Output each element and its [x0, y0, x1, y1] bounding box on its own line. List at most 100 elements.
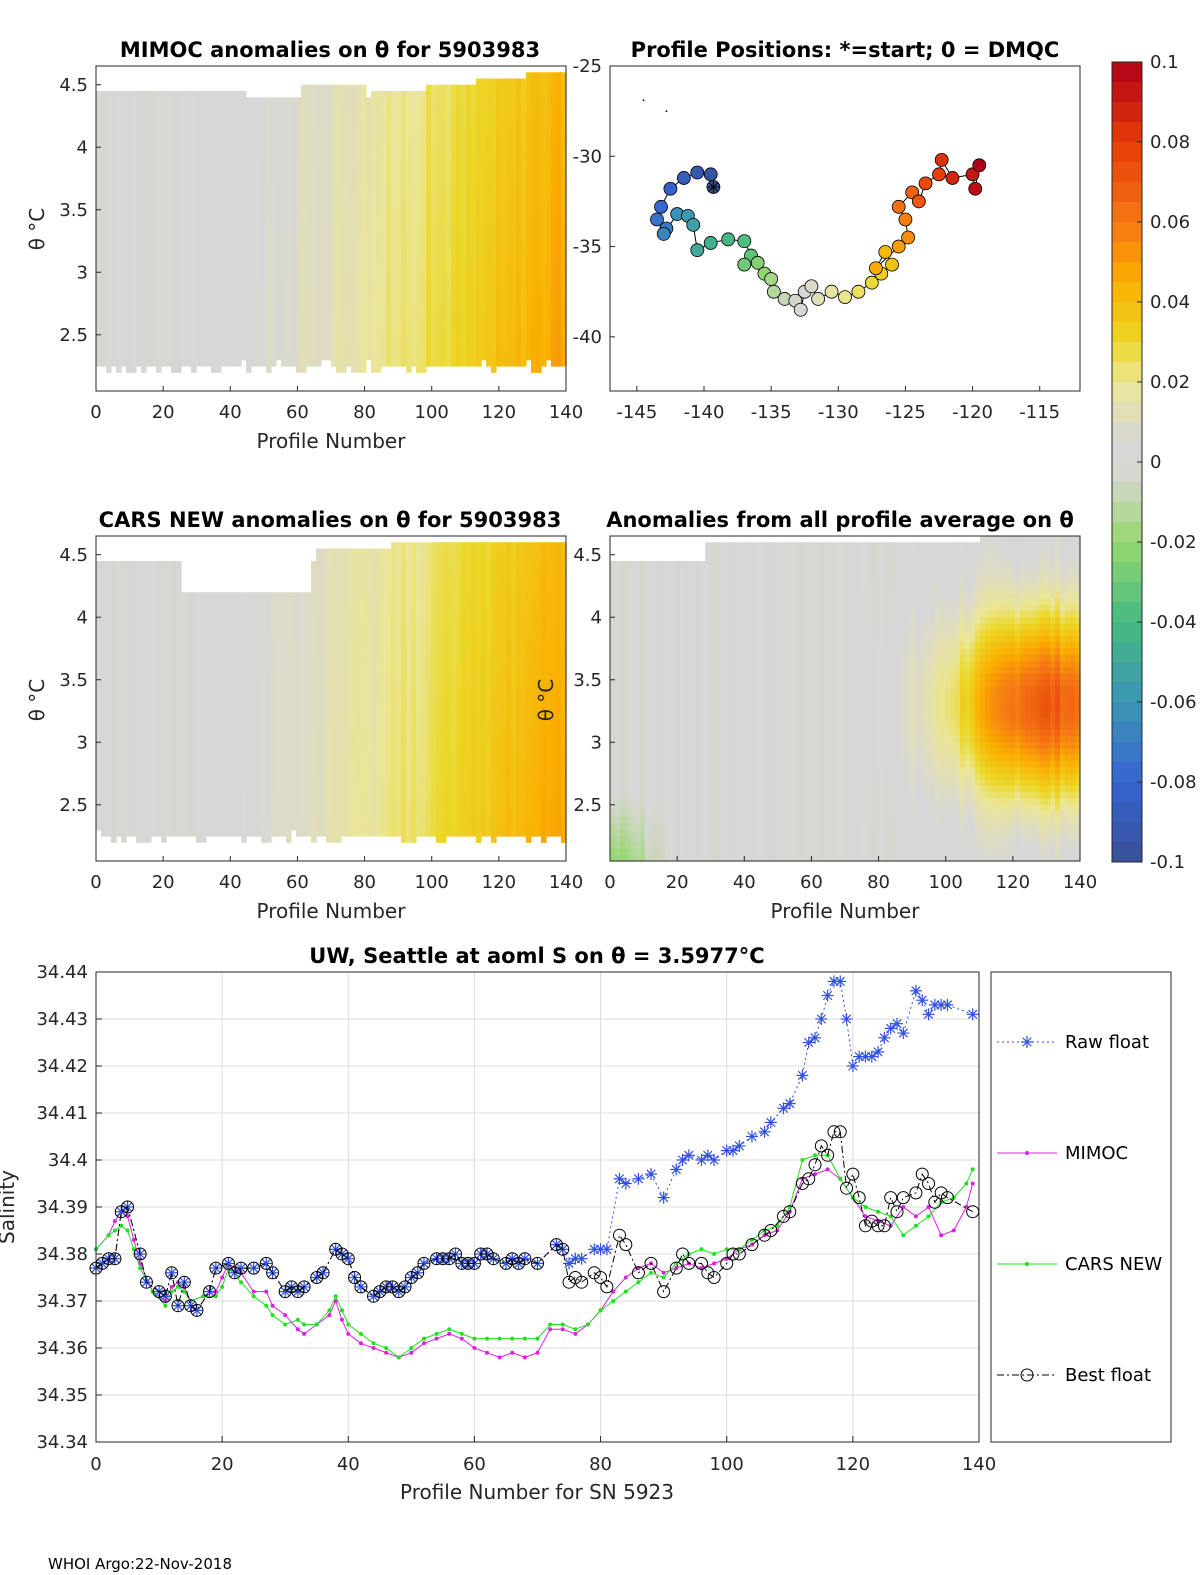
heatmap-cell: [391, 159, 397, 167]
heatmap-cell: [156, 159, 162, 167]
heatmap-cell: [236, 184, 242, 192]
heatmap-cell: [116, 736, 122, 743]
heatmap-cell: [126, 642, 132, 650]
heatmap-cell: [291, 347, 297, 355]
heatmap-cell: [356, 147, 362, 155]
heatmap-cell: [391, 109, 397, 117]
heatmap-cell: [356, 328, 362, 336]
heatmap-cell: [251, 234, 257, 242]
heatmap-cell: [251, 128, 257, 136]
heatmap-cell: [451, 216, 457, 223]
heatmap-cell: [201, 328, 207, 336]
heatmap-cell: [261, 272, 267, 280]
heatmap-cell: [411, 134, 417, 142]
heatmap-cell: [356, 334, 362, 342]
heatmap-cell: [176, 134, 182, 142]
heatmap-cell: [336, 184, 342, 192]
heatmap-cell: [556, 328, 562, 336]
heatmap-cell: [381, 191, 387, 198]
heatmap-cell: [141, 648, 147, 656]
heatmap-cell: [121, 748, 127, 756]
heatmap-cell: [116, 284, 122, 292]
heatmap-cell: [96, 754, 102, 762]
heatmap-cell: [421, 322, 427, 330]
heatmap-cell: [531, 278, 537, 286]
heatmap-cell: [506, 278, 512, 286]
heatmap-cell: [441, 153, 447, 161]
heatmap-cell: [111, 823, 117, 831]
heatmap-cell: [446, 228, 452, 236]
heatmap-cell: [451, 309, 457, 317]
heatmap-cell: [346, 147, 352, 155]
heatmap-cell: [501, 84, 507, 92]
heatmap-cell: [491, 209, 497, 217]
heatmap-cell: [96, 359, 102, 367]
heatmap-cell: [536, 253, 542, 261]
heatmap-cell: [126, 654, 132, 662]
heatmap-cell: [456, 303, 462, 311]
heatmap-cell: [501, 197, 507, 205]
heatmap-cell: [371, 134, 377, 142]
heatmap-cell: [341, 272, 347, 280]
heatmap-cell: [356, 322, 362, 330]
heatmap-cell: [431, 97, 437, 105]
heatmap-cell: [251, 159, 257, 167]
heatmap-cell: [166, 241, 172, 248]
heatmap-cell: [356, 159, 362, 167]
heatmap-cell: [426, 303, 432, 311]
heatmap-cell: [391, 103, 397, 111]
positions-title: Profile Positions: *=start; 0 = DMQC: [631, 38, 1060, 62]
heatmap-cell: [141, 692, 147, 700]
heatmap-cell: [261, 291, 267, 298]
heatmap-cell: [276, 166, 282, 173]
profile-position-marker: [721, 232, 736, 247]
heatmap-cell: [356, 84, 362, 92]
heatmap-cell: [561, 172, 567, 180]
heatmap-cell: [201, 278, 207, 286]
heatmap-cell: [131, 704, 137, 712]
heatmap-cell: [511, 341, 517, 348]
heatmap-cell: [511, 253, 517, 261]
heatmap-cell: [121, 692, 127, 700]
heatmap-cell: [246, 341, 252, 348]
heatmap-cell: [561, 359, 567, 367]
heatmap-cell: [261, 284, 267, 292]
heatmap-cell: [466, 178, 472, 186]
heatmap-cell: [106, 266, 112, 273]
heatmap-cell: [276, 184, 282, 192]
heatmap-cell: [416, 172, 422, 180]
heatmap-cell: [161, 754, 167, 762]
heatmap-cell: [256, 322, 262, 330]
heatmap-cell: [141, 347, 147, 355]
heatmap-cell: [281, 309, 287, 317]
heatmap-cell: [281, 122, 287, 130]
heatmap-cell: [141, 679, 147, 687]
heatmap-cell: [326, 178, 332, 186]
heatmap-cell: [401, 291, 407, 298]
heatmap-cell: [136, 692, 142, 700]
heatmap-cell: [251, 347, 257, 355]
heatmap-cell: [176, 241, 182, 248]
heatmap-cell: [106, 291, 112, 298]
heatmap-cell: [286, 359, 292, 367]
heatmap-cell: [281, 247, 287, 255]
heatmap-cell: [141, 291, 147, 298]
heatmap-cell: [111, 147, 117, 155]
heatmap-cell: [396, 103, 402, 111]
profile-position-marker: [901, 230, 916, 245]
heatmap-cell: [96, 247, 102, 255]
heatmap-cell: [181, 191, 187, 198]
heatmap-cell: [351, 291, 357, 298]
heatmap-cell: [101, 178, 107, 186]
heatmap-cell: [291, 253, 297, 261]
heatmap-cell: [216, 166, 222, 173]
heatmap-cell: [131, 322, 137, 330]
heatmap-cell: [416, 228, 422, 236]
heatmap-cell: [111, 779, 117, 787]
heatmap-cell: [161, 667, 167, 675]
heatmap-cell: [536, 109, 542, 117]
heatmap-cell: [266, 184, 272, 192]
heatmap-cell: [391, 347, 397, 355]
heatmap-cell: [146, 334, 152, 342]
profile-position-marker: [878, 245, 893, 259]
